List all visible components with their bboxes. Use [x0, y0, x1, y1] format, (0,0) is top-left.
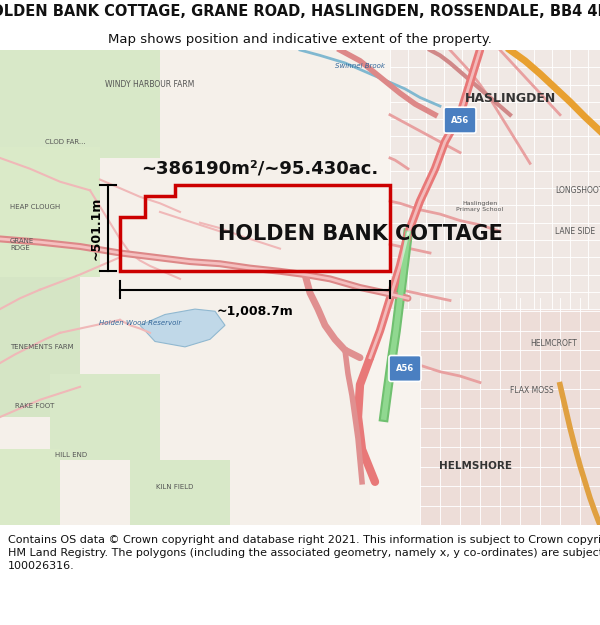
Text: LONGSHOOT: LONGSHOOT — [555, 186, 600, 195]
Text: ~501.1m: ~501.1m — [90, 196, 103, 260]
Text: HOLDEN BANK COTTAGE: HOLDEN BANK COTTAGE — [218, 224, 502, 244]
Text: A56: A56 — [451, 116, 469, 124]
Polygon shape — [140, 309, 225, 347]
Bar — [0, 50, 370, 525]
Text: HELMSHORE: HELMSHORE — [439, 461, 511, 471]
Bar — [50, 374, 160, 460]
Bar — [420, 298, 600, 525]
Text: RAKE FOOT: RAKE FOOT — [15, 403, 55, 409]
Text: Contains OS data © Crown copyright and database right 2021. This information is : Contains OS data © Crown copyright and d… — [8, 535, 600, 571]
Text: HOLDEN BANK COTTAGE, GRANE ROAD, HASLINGDEN, ROSSENDALE, BB4 4PD: HOLDEN BANK COTTAGE, GRANE ROAD, HASLING… — [0, 4, 600, 19]
Text: FLAX MOSS: FLAX MOSS — [510, 386, 554, 394]
Text: Swinnel Brook: Swinnel Brook — [335, 63, 385, 69]
Bar — [0, 147, 100, 277]
Bar — [390, 50, 600, 309]
Text: ~1,008.7m: ~1,008.7m — [217, 305, 293, 318]
Text: A56: A56 — [396, 364, 414, 373]
Bar — [0, 449, 60, 525]
Text: HASLINGDEN: HASLINGDEN — [464, 92, 556, 105]
Text: Holden Wood Reservoir: Holden Wood Reservoir — [99, 320, 181, 326]
Text: Haslingden
Primary School: Haslingden Primary School — [457, 201, 503, 212]
Text: WINDY HARBOUR FARM: WINDY HARBOUR FARM — [106, 80, 194, 89]
Text: KILN FIELD: KILN FIELD — [157, 484, 194, 490]
Bar — [390, 50, 600, 309]
Text: GRANE
RDGE: GRANE RDGE — [10, 238, 34, 251]
Text: Map shows position and indicative extent of the property.: Map shows position and indicative extent… — [108, 32, 492, 46]
Text: HELMCROFT: HELMCROFT — [530, 339, 577, 348]
FancyBboxPatch shape — [444, 107, 476, 133]
Text: HEAP CLOUGH: HEAP CLOUGH — [10, 204, 60, 209]
Text: TENEMENTS FARM: TENEMENTS FARM — [10, 344, 74, 350]
Text: HILL END: HILL END — [55, 452, 87, 458]
Text: LANE SIDE: LANE SIDE — [555, 227, 595, 236]
Bar — [130, 460, 230, 525]
Text: ~386190m²/~95.430ac.: ~386190m²/~95.430ac. — [142, 160, 379, 177]
Bar — [0, 50, 160, 158]
Bar — [0, 277, 80, 417]
FancyBboxPatch shape — [389, 356, 421, 381]
Text: CLOD FAR...: CLOD FAR... — [45, 139, 86, 145]
